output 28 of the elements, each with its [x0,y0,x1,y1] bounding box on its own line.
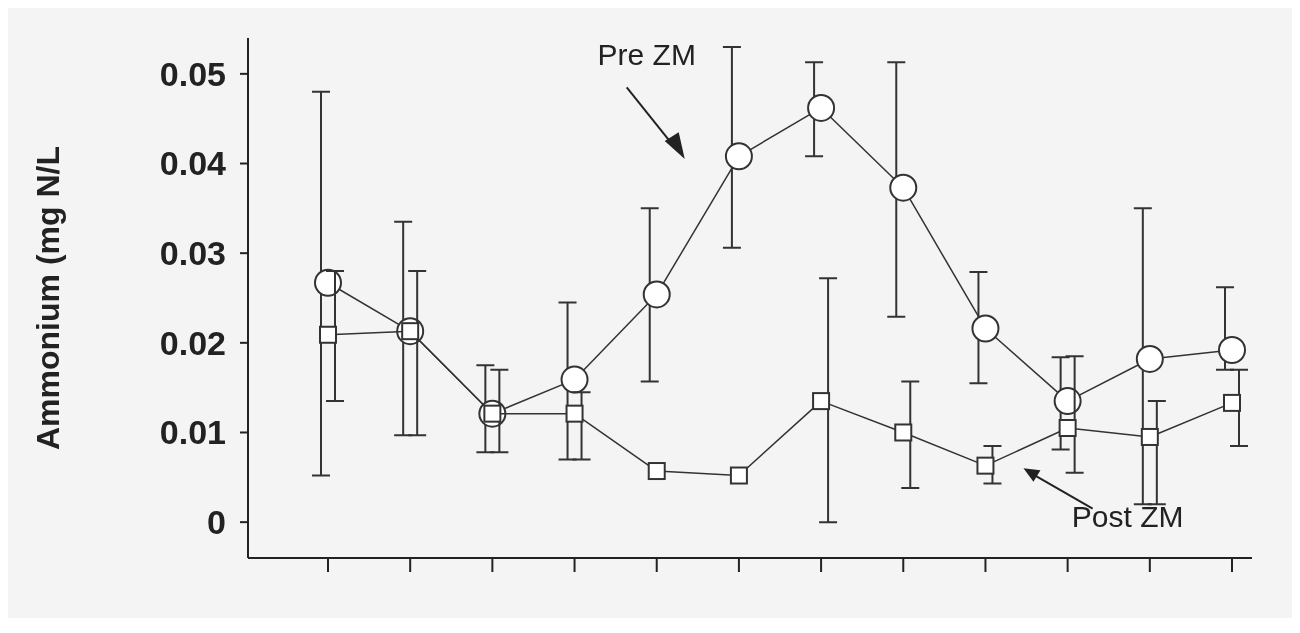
point [807,93,836,122]
point [1218,336,1246,364]
point [889,173,918,202]
y-tick-label: 0 [207,503,226,542]
y-tick-label: 0.02 [159,323,226,362]
point [812,392,831,411]
point [894,423,913,442]
y-tick-label: 0.04 [159,144,227,183]
point [1135,344,1164,373]
point [1058,419,1077,437]
point [1140,427,1159,446]
y-tick-label: 0.05 [159,54,226,93]
y-tick-label: 0.01 [159,413,226,452]
point [1053,387,1082,416]
y-tick-label: 0.03 [159,234,226,273]
point [642,280,671,309]
point [971,314,1000,343]
text: Post ZM [1071,499,1184,533]
point [724,142,753,171]
point [565,404,584,423]
point [976,456,995,475]
point [647,462,666,481]
text: Pre ZM [597,37,696,71]
point [1223,393,1241,412]
point [729,466,748,485]
y-axis-title: Ammonium (mg N/L [30,146,67,450]
point [319,325,337,344]
point [560,365,589,394]
